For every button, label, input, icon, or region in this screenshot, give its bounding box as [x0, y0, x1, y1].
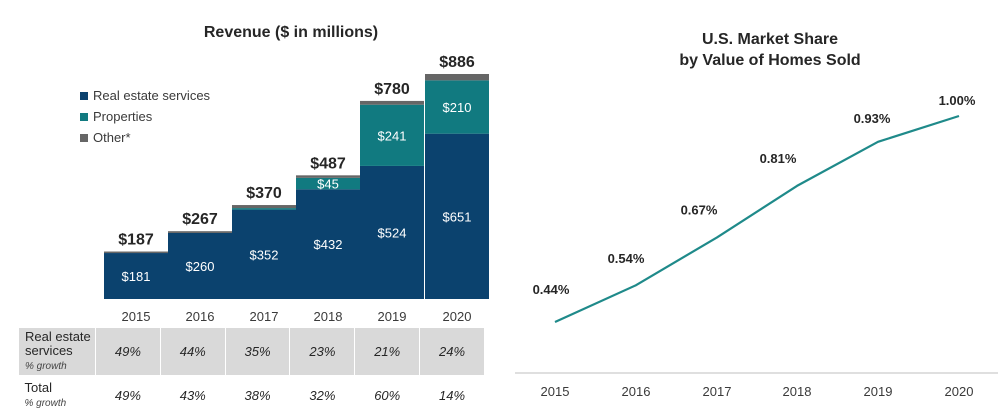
bar-year-label: 2019: [378, 309, 407, 324]
growth-row-label-line1: Total: [24, 379, 52, 395]
market-share-value-label: 1.00%: [939, 93, 976, 108]
bar-total-label: $780: [374, 81, 410, 98]
growth-cell: 44%: [159, 327, 226, 376]
growth-row-label-line2: services: [25, 342, 73, 358]
bar-value-label: $651: [443, 209, 472, 224]
market-share-title-line1: U.S. Market Share: [702, 31, 838, 48]
growth-row-sub: % growth: [25, 360, 67, 372]
market-share-year-label: 2019: [864, 384, 893, 399]
revenue-chart-title: Revenue ($ in millions): [204, 24, 378, 41]
bar-total-label: $487: [310, 155, 346, 172]
bar-segment-properties: [360, 104, 424, 166]
bar-segment-other: [232, 205, 296, 209]
growth-cell: 60%: [354, 375, 421, 416]
growth-table: Real estate services % growth 49% 44% 35…: [18, 327, 485, 416]
bar-segment-other: [104, 251, 168, 254]
growth-cell: 49%: [95, 375, 161, 416]
bar-year-label: 2017: [250, 309, 279, 324]
bar-value-label: $524: [378, 225, 407, 240]
bar-value-label: $241: [378, 128, 407, 143]
growth-cell: 43%: [159, 375, 226, 416]
revenue-legend: Real estate services Properties Other*: [80, 88, 211, 145]
bar-value-label: $432: [314, 237, 343, 252]
growth-row-real-estate-services: Real estate services % growth 49% 44% 35…: [18, 327, 485, 376]
bar-segment-real-estate-services: [296, 189, 360, 299]
growth-cell: 14%: [419, 375, 485, 416]
legend-label-real-estate-services: Real estate services: [93, 88, 211, 103]
bar-value-label: $45: [317, 177, 339, 192]
growth-cell: 23%: [289, 327, 356, 376]
growth-cell: 38%: [224, 375, 291, 416]
growth-row-label-line1: Real estate: [25, 328, 91, 344]
market-share-year-label: 2018: [783, 384, 812, 399]
growth-row-header: Total % growth: [18, 375, 96, 416]
bar-year-label: 2018: [314, 309, 343, 324]
bar-total-label: $267: [182, 211, 218, 228]
bar-value-label: $352: [250, 247, 279, 262]
market-share-title-line2: by Value of Homes Sold: [679, 52, 860, 69]
bar-value-label: $210: [443, 100, 472, 115]
legend-swatch-real-estate-services: [80, 92, 88, 100]
growth-cell: 24%: [419, 327, 485, 376]
bar-year-label: 2015: [122, 309, 151, 324]
market-share-value-label: 0.54%: [608, 251, 645, 266]
market-share-value-label: 0.93%: [854, 111, 891, 126]
growth-cell: 32%: [289, 375, 356, 416]
legend-label-properties: Properties: [93, 109, 153, 124]
growth-row-sub: % growth: [24, 397, 67, 409]
growth-cell: 49%: [95, 327, 161, 376]
growth-cell: 35%: [224, 327, 291, 376]
bar-segment-properties: [296, 177, 360, 190]
bar-segment-real-estate-services: [425, 133, 489, 299]
bar-segment-properties: [232, 208, 296, 210]
bar-segment-real-estate-services: [168, 232, 232, 299]
bar-segment-other: [168, 231, 232, 233]
bar-segment-other: [360, 100, 424, 105]
market-share-line-chart: 0.44% 2015 0.54% 2016 0.67% 2017 0.81% 2018 0.93…: [515, 93, 998, 399]
legend-label-other: Other*: [93, 130, 131, 145]
bar-year-label: 2020: [443, 309, 472, 324]
market-share-year-label: 2017: [703, 384, 732, 399]
bar-total-label: $187: [118, 232, 154, 249]
bar-segment-real-estate-services: [360, 165, 424, 299]
bar-total-label: $886: [439, 54, 475, 71]
bar-segment-real-estate-services: [104, 253, 168, 299]
market-share-year-label: 2020: [945, 384, 974, 399]
bar-segment-other: [425, 74, 489, 81]
growth-cell: 21%: [354, 327, 421, 376]
market-share-line: [554, 114, 960, 324]
bar-segment-other: [296, 175, 360, 178]
market-share-value-label: 0.67%: [681, 202, 718, 217]
bar-segment-real-estate-services: [232, 209, 296, 299]
revenue-bars: $181 $187 2015 $260 $267 2016 $352 $370 2017 $432…: [104, 54, 489, 324]
bar-segment-properties: [425, 80, 489, 134]
market-share-value-label: 0.44%: [533, 282, 570, 297]
bar-total-label: $370: [246, 185, 282, 202]
bar-value-label: $260: [186, 259, 215, 274]
bar-value-label: $181: [122, 269, 151, 284]
growth-row-header: Real estate services % growth: [18, 327, 96, 376]
legend-swatch-other: [80, 134, 88, 142]
market-share-year-label: 2016: [622, 384, 651, 399]
market-share-value-label: 0.81%: [760, 151, 797, 166]
growth-row-total: Total % growth 49% 43% 38% 32% 60% 14%: [18, 375, 485, 416]
bar-year-label: 2016: [186, 309, 215, 324]
legend-swatch-properties: [80, 113, 88, 121]
market-share-year-label: 2015: [541, 384, 570, 399]
